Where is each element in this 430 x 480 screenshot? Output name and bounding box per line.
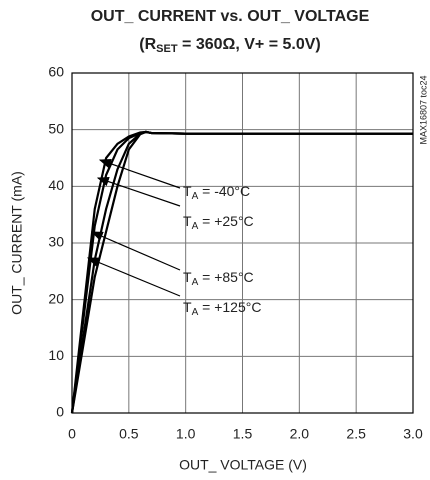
x-axis-label: OUT_ VOLTAGE (V) (179, 457, 307, 473)
annotation-arrow (96, 176, 181, 207)
y-tick-label: 40 (48, 177, 64, 193)
x-tick-label: 1.0 (176, 426, 196, 442)
plot-frame (71, 72, 414, 414)
x-tick-label: 2.0 (290, 426, 310, 442)
legend-label-part: = +125°C (198, 299, 261, 315)
legend-label: TA = +125°C (183, 299, 261, 318)
y-tick-label: 30 (48, 234, 64, 250)
annotation-arrow (98, 159, 181, 189)
y-axis-label: OUT_ CURRENT (mA) (9, 171, 25, 315)
chart-subtitle: (RSET = 360Ω, V+ = 5.0V) (139, 36, 320, 55)
chart-title: OUT_ CURRENT vs. OUT_ VOLTAGE (91, 8, 370, 25)
legend-label-sub: A (192, 221, 199, 232)
legend-label-part: T (183, 269, 192, 285)
y-tick-label: 0 (56, 404, 64, 420)
x-tick-label: 2.5 (346, 426, 366, 442)
x-tick-label: 0.5 (119, 426, 139, 442)
y-tick-label: 60 (48, 64, 64, 80)
legend-label-part: = -40°C (198, 183, 250, 199)
legend-label-sub: A (192, 191, 199, 202)
x-tick-label: 1.5 (233, 426, 253, 442)
annotation-arrow (86, 257, 181, 297)
legend-label-part: T (183, 213, 192, 229)
legend-label: TA = +25°C (183, 213, 254, 232)
subtitle-sub: SET (156, 43, 178, 55)
x-tick-label: 3.0 (403, 426, 423, 442)
legend-label: TA = -40°C (183, 183, 250, 202)
side-note: MAX16807 toc24 (418, 75, 428, 144)
legend-label-part: = +25°C (198, 213, 253, 229)
legend-label: TA = +85°C (183, 269, 254, 288)
legend-label-part: = +85°C (198, 269, 253, 285)
subtitle-part: (R (139, 36, 156, 53)
legend-label-part: T (183, 183, 192, 199)
series-line (70, 130, 413, 414)
y-tick-label: 20 (48, 290, 64, 306)
legend-label-part: T (183, 299, 192, 315)
annotation-arrow (90, 231, 181, 271)
x-tick-label: 0 (68, 426, 76, 442)
subtitle-part: = 360Ω, V+ = 5.0V) (178, 36, 321, 53)
y-tick-label: 10 (48, 347, 64, 363)
y-tick-label: 50 (48, 120, 64, 136)
legend-label-sub: A (192, 307, 199, 318)
legend-label-sub: A (192, 277, 199, 288)
